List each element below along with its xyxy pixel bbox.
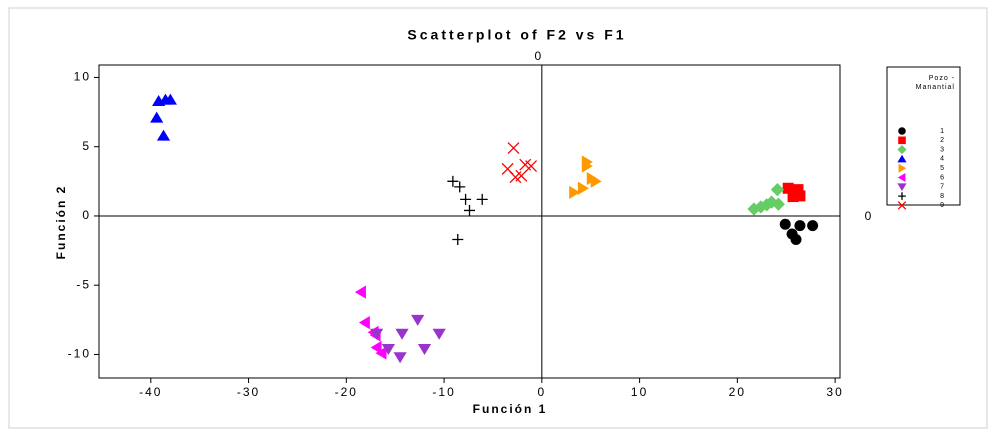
y-axis-label: Función 2	[54, 185, 68, 260]
point	[156, 129, 171, 141]
legend-label: 6	[940, 174, 945, 181]
point	[779, 218, 791, 230]
reference-label: 0	[534, 49, 541, 63]
x-tick-label: -10	[432, 385, 455, 399]
x-tick-label: 30	[826, 385, 843, 399]
point	[771, 197, 786, 211]
y-tick-label: -5	[76, 277, 91, 291]
legend-label: 3	[940, 146, 945, 153]
point	[525, 160, 538, 173]
x-axis-label: Función 1	[473, 402, 548, 416]
point	[150, 111, 164, 123]
point	[790, 234, 802, 246]
point	[452, 234, 464, 246]
point	[354, 285, 366, 299]
legend-label: 9	[940, 202, 945, 209]
y-tick-label: 10	[74, 70, 91, 84]
point	[507, 142, 520, 155]
point	[417, 343, 432, 355]
point	[381, 343, 395, 355]
point	[590, 174, 602, 188]
point	[792, 184, 804, 196]
point	[476, 193, 488, 205]
point	[581, 159, 593, 173]
point	[447, 175, 459, 187]
point	[794, 220, 806, 232]
point	[515, 169, 528, 182]
x-tick-label: 0	[537, 385, 546, 399]
x-tick-label: -30	[237, 385, 260, 399]
point	[577, 181, 589, 195]
legend-label: 2	[940, 137, 945, 144]
legend-label: 7	[940, 184, 945, 191]
x-tick-label: 10	[631, 385, 648, 399]
x-tick-label: -20	[335, 385, 358, 399]
point	[464, 204, 475, 216]
y-tick-label: -10	[68, 347, 91, 361]
legend-label: 8	[940, 193, 945, 200]
legend-marker	[898, 163, 907, 173]
frame	[8, 7, 988, 429]
legend-marker	[897, 154, 907, 163]
plot-area	[98, 64, 841, 379]
legend-title: Pozo -	[929, 75, 955, 82]
legend	[886, 66, 961, 206]
point	[807, 220, 819, 232]
chart-title: Scatterplot of F2 vs F1	[407, 27, 626, 43]
legend-marker	[898, 192, 906, 200]
point	[787, 191, 799, 203]
y-tick-label: 0	[82, 208, 91, 222]
point	[370, 340, 382, 355]
legend-label: 4	[940, 156, 945, 163]
legend-title: Manantial	[916, 84, 955, 91]
legend-marker	[897, 145, 907, 155]
legend-marker	[898, 127, 906, 135]
legend-marker	[897, 183, 907, 191]
point	[460, 193, 472, 205]
reference-label: 0	[865, 209, 872, 223]
point	[770, 183, 785, 197]
point	[569, 185, 581, 200]
point	[375, 346, 387, 360]
point	[370, 328, 384, 340]
y-tick-label: 5	[82, 139, 91, 153]
legend-marker	[897, 201, 907, 210]
x-tick-label: -40	[139, 385, 162, 399]
point	[432, 328, 446, 340]
point	[163, 93, 177, 105]
legend-label: 5	[940, 165, 945, 172]
point	[782, 182, 794, 194]
legend-marker	[898, 136, 906, 145]
legend-label: 1	[940, 128, 945, 135]
legend-marker	[897, 172, 906, 183]
point	[454, 181, 466, 193]
point	[794, 190, 806, 202]
point	[393, 352, 407, 364]
point	[358, 316, 370, 330]
point	[411, 314, 425, 326]
point	[395, 328, 409, 340]
x-tick-label: 20	[729, 385, 746, 399]
